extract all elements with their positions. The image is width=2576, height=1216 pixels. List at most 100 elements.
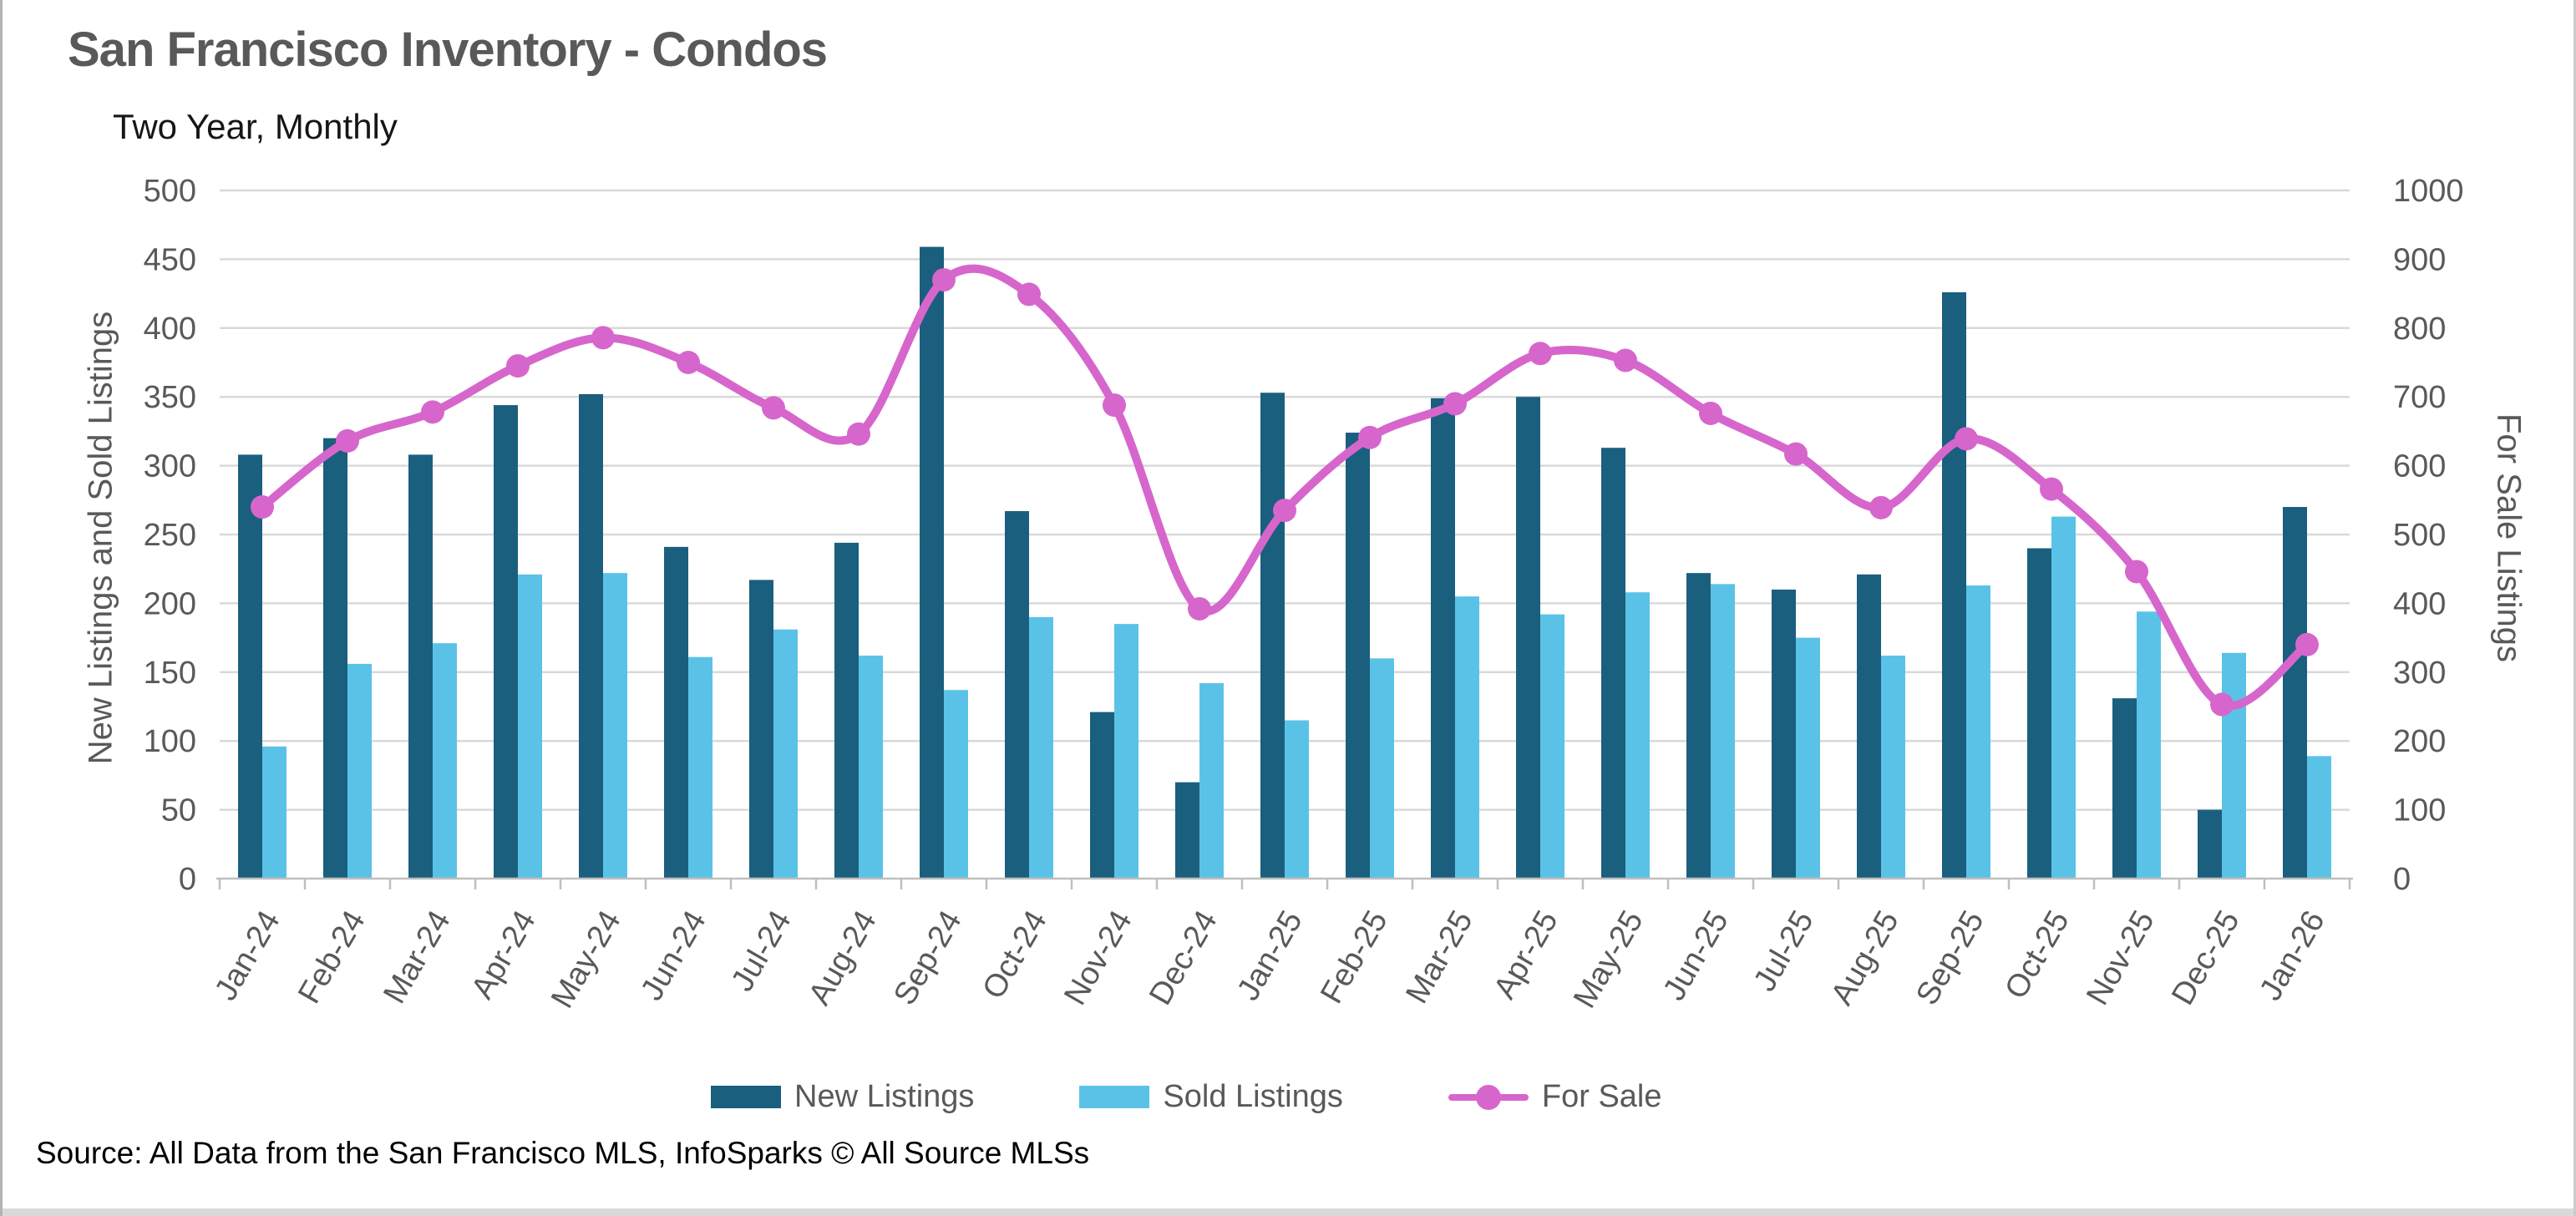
sold-listings-bar-Mar-24: [433, 643, 457, 879]
legend-swatch: [711, 1086, 781, 1108]
x-axis-label: Sep-24: [887, 905, 969, 1011]
new-listings-bar-Oct-25: [2027, 548, 2051, 879]
sold-listings-bar-Dec-24: [1199, 682, 1224, 879]
new-listings-bar-Mar-25: [1431, 398, 1455, 879]
new-listings-bar-Jul-25: [1772, 589, 1796, 879]
x-axis-label: Aug-25: [1824, 905, 1906, 1011]
page-subtitle: Two Year, Monthly: [113, 107, 398, 146]
for-sale-marker-May-25: [1614, 348, 1637, 372]
right-axis-tick-label: 700: [2393, 380, 2446, 415]
sold-listings-bar-Jan-24: [262, 746, 287, 879]
for-sale-marker-Jun-24: [677, 351, 700, 374]
new-listings-bar-Apr-25: [1516, 397, 1540, 879]
x-axis-label: Dec-25: [2165, 905, 2247, 1011]
new-listings-bar-Aug-24: [834, 542, 859, 879]
right-axis-tick-label: 200: [2393, 724, 2446, 759]
left-axis-tick-label: 250: [144, 518, 196, 553]
sold-listings-bar-Feb-24: [347, 663, 372, 879]
for-sale-marker-Dec-25: [2210, 692, 2234, 717]
legend-item-for-sale: For Sale: [1448, 1079, 1662, 1115]
right-axis-tick-label: 900: [2393, 242, 2446, 277]
x-axis-label: Apr-24: [464, 905, 542, 1006]
for-sale-marker-Jan-25: [1273, 499, 1296, 523]
new-listings-bar-Oct-24: [1005, 510, 1029, 879]
right-axis-tick-label: 100: [2393, 793, 2446, 828]
chart-legend: New Listings Sold Listings For Sale: [711, 1079, 1662, 1115]
sold-listings-bar-Sep-24: [944, 690, 968, 879]
x-axis-label: May-25: [1567, 905, 1651, 1015]
legend-item-new-listings: New Listings: [711, 1079, 974, 1115]
sold-listings-bar-Jul-25: [1796, 637, 1820, 879]
for-sale-marker-Jun-25: [1699, 401, 1722, 425]
x-axis-label: Jan-25: [1230, 905, 1309, 1007]
sold-listings-bar-Aug-24: [859, 656, 883, 879]
legend-label: Sold Listings: [1163, 1079, 1343, 1114]
new-listings-bar-Sep-24: [920, 246, 944, 879]
sold-listings-bar-Jan-26: [2307, 756, 2331, 879]
for-sale-marker-Apr-25: [1529, 342, 1552, 366]
left-axis-tick-label: 400: [144, 312, 196, 347]
sold-listings-bar-Jul-24: [773, 629, 798, 879]
left-axis-tick-label: 350: [144, 380, 196, 415]
for-sale-marker-Nov-25: [2125, 560, 2148, 584]
x-axis-label: Nov-25: [2080, 905, 2162, 1011]
new-listings-bar-Sep-25: [1942, 291, 1966, 879]
sold-listings-bar-Aug-25: [1881, 656, 1905, 879]
for-sale-marker-Sep-24: [932, 268, 956, 292]
inventory-combo-chart: 0 50 100 150 200 250 300 350 400 450 500 0 100 200 300…: [144, 174, 2464, 1015]
for-sale-marker-Jan-26: [2295, 632, 2319, 656]
for-sale-marker-Apr-24: [506, 354, 530, 378]
for-sale-marker-Mar-25: [1443, 392, 1467, 416]
x-axis-label: Sep-25: [1909, 905, 1991, 1011]
x-axis-label: Mar-24: [377, 905, 458, 1010]
right-axis-tick-label: 800: [2393, 312, 2446, 347]
new-listings-bar-Dec-24: [1175, 782, 1199, 879]
right-axis-tick-label: 400: [2393, 586, 2446, 621]
x-axis-label: Jan-26: [2253, 905, 2331, 1007]
x-axis-label: Jun-24: [634, 905, 712, 1007]
new-listings-bar-Mar-24: [408, 454, 433, 879]
sold-listings-bar-Jan-25: [1285, 720, 1309, 879]
legend-label: For Sale: [1541, 1079, 1662, 1114]
x-axis-label: Feb-24: [292, 905, 373, 1010]
x-axis-label: Dec-24: [1143, 905, 1225, 1011]
x-axis-label: Feb-25: [1314, 905, 1395, 1010]
right-axis-tick-label: 300: [2393, 656, 2446, 691]
for-sale-marker-Feb-24: [336, 428, 359, 453]
left-axis-tick-label: 500: [144, 174, 196, 209]
legend-line-marker: [1448, 1084, 1529, 1110]
new-listings-bar-Jan-26: [2283, 507, 2307, 879]
new-listings-bar-Jul-24: [749, 580, 773, 879]
right-axis-tick-label: 0: [2393, 862, 2411, 897]
for-sale-marker-Jul-24: [762, 396, 785, 420]
right-axis-tick-label: 1000: [2393, 174, 2464, 209]
x-axis-label: Jun-25: [1656, 905, 1735, 1007]
sold-listings-bar-Dec-25: [2222, 652, 2246, 879]
new-listings-bar-May-24: [579, 393, 603, 879]
sold-listings-bar-May-24: [603, 573, 627, 879]
left-axis-tick-label: 300: [144, 449, 196, 484]
new-listings-bar-Aug-25: [1857, 574, 1881, 879]
x-axis-label: Oct-24: [976, 905, 1053, 1006]
sold-listings-bar-Nov-25: [2137, 611, 2161, 879]
new-listings-bar-Nov-25: [2112, 698, 2137, 879]
x-axis-label: Jul-24: [725, 905, 799, 998]
sold-listings-bar-Jun-24: [688, 656, 712, 879]
for-sale-marker-Oct-24: [1017, 282, 1041, 307]
x-axis-label: Apr-25: [1487, 905, 1564, 1006]
sold-listings-bar-Nov-24: [1114, 624, 1138, 879]
for-sale-marker-Jul-25: [1784, 442, 1808, 466]
legend-swatch: [1079, 1086, 1150, 1108]
sold-listings-bar-Apr-25: [1540, 614, 1564, 879]
new-listings-bar-Apr-24: [494, 405, 518, 879]
new-listings-bar-Feb-24: [323, 438, 347, 879]
sold-listings-bar-Jun-25: [1711, 584, 1735, 879]
for-sale-marker-Dec-24: [1188, 596, 1211, 621]
for-sale-marker-Sep-25: [1955, 427, 1978, 451]
for-sale-marker-Aug-24: [847, 422, 870, 446]
right-axis-tick-label: 500: [2393, 518, 2446, 553]
sold-listings-bar-Apr-24: [518, 574, 542, 879]
source-attribution: Source: All Data from the San Francisco …: [36, 1136, 1090, 1170]
legend-label: New Listings: [794, 1079, 975, 1114]
